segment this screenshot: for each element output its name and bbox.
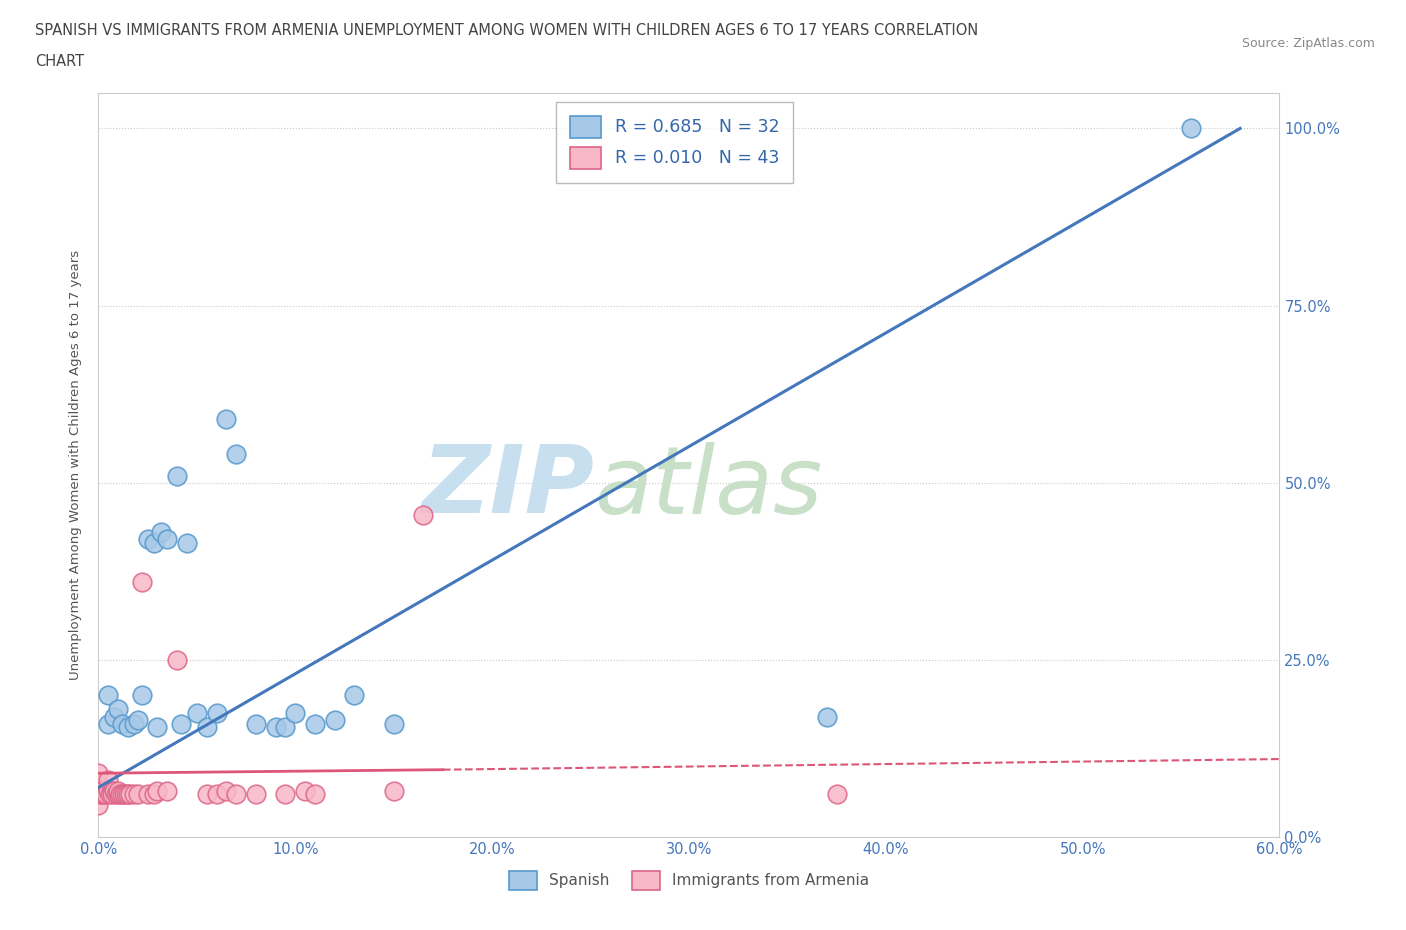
Point (215, 411, 238, 426)
Point (274, 720, 297, 735)
Text: atlas: atlas (595, 442, 823, 533)
Point (87, 780, 110, 795)
Point (205, 787, 228, 802)
Point (195, 720, 218, 735)
Point (136, 787, 159, 802)
Point (343, 688, 366, 703)
Point (142, 536, 165, 551)
Point (146, 720, 169, 735)
Point (195, 787, 218, 802)
Point (412, 507, 434, 522)
Point (105, 787, 128, 802)
Text: ZIP: ZIP (422, 442, 595, 533)
Point (225, 787, 247, 802)
Point (215, 783, 238, 798)
Point (91, 783, 114, 798)
Point (101, 787, 124, 802)
Point (107, 787, 129, 802)
Point (122, 716, 145, 731)
Point (91, 787, 114, 802)
Point (98, 787, 121, 802)
Point (294, 783, 316, 798)
Point (382, 783, 405, 798)
Point (97, 773, 120, 788)
Point (107, 702, 129, 717)
Text: CHART: CHART (35, 54, 84, 69)
Point (127, 787, 149, 802)
Point (101, 783, 124, 798)
Point (87, 798, 110, 813)
Point (264, 720, 287, 735)
Point (108, 787, 131, 802)
Point (284, 706, 307, 721)
Point (96, 787, 118, 802)
Legend: Spanish, Immigrants from Armenia: Spanish, Immigrants from Armenia (503, 865, 875, 897)
Point (103, 783, 125, 798)
Point (142, 787, 165, 802)
Point (111, 787, 134, 802)
Point (97, 716, 120, 731)
Point (156, 532, 179, 547)
Point (323, 712, 346, 727)
Point (1180, 121, 1202, 136)
Point (131, 688, 153, 703)
Point (156, 783, 179, 798)
Point (170, 716, 193, 731)
Point (205, 706, 228, 721)
Point (97, 783, 120, 798)
Point (131, 575, 153, 590)
Point (97, 688, 120, 703)
Point (225, 447, 247, 462)
Point (245, 787, 267, 802)
Point (825, 787, 848, 802)
Point (274, 787, 297, 802)
Text: SPANISH VS IMMIGRANTS FROM ARMENIA UNEMPLOYMENT AMONG WOMEN WITH CHILDREN AGES 6: SPANISH VS IMMIGRANTS FROM ARMENIA UNEMP… (35, 23, 979, 38)
Point (87, 765, 110, 780)
Point (122, 787, 145, 802)
Point (146, 783, 169, 798)
Point (382, 716, 405, 731)
Point (245, 716, 267, 731)
Point (117, 720, 139, 735)
Point (150, 525, 173, 539)
Point (304, 787, 326, 802)
Point (107, 783, 129, 798)
Point (166, 468, 188, 483)
Point (87, 777, 110, 791)
Point (103, 709, 125, 724)
Point (118, 787, 141, 802)
Text: Source: ZipAtlas.com: Source: ZipAtlas.com (1241, 37, 1375, 50)
Point (304, 716, 326, 731)
Point (112, 787, 135, 802)
Point (136, 532, 159, 547)
Point (117, 787, 139, 802)
Point (127, 712, 149, 727)
Point (186, 706, 208, 721)
Y-axis label: Unemployment Among Women with Children Ages 6 to 17 years: Unemployment Among Women with Children A… (69, 250, 83, 680)
Point (111, 716, 134, 731)
Point (166, 653, 188, 668)
Point (176, 536, 198, 551)
Point (87, 787, 110, 802)
Point (93, 787, 115, 802)
Point (815, 709, 838, 724)
Point (115, 787, 138, 802)
